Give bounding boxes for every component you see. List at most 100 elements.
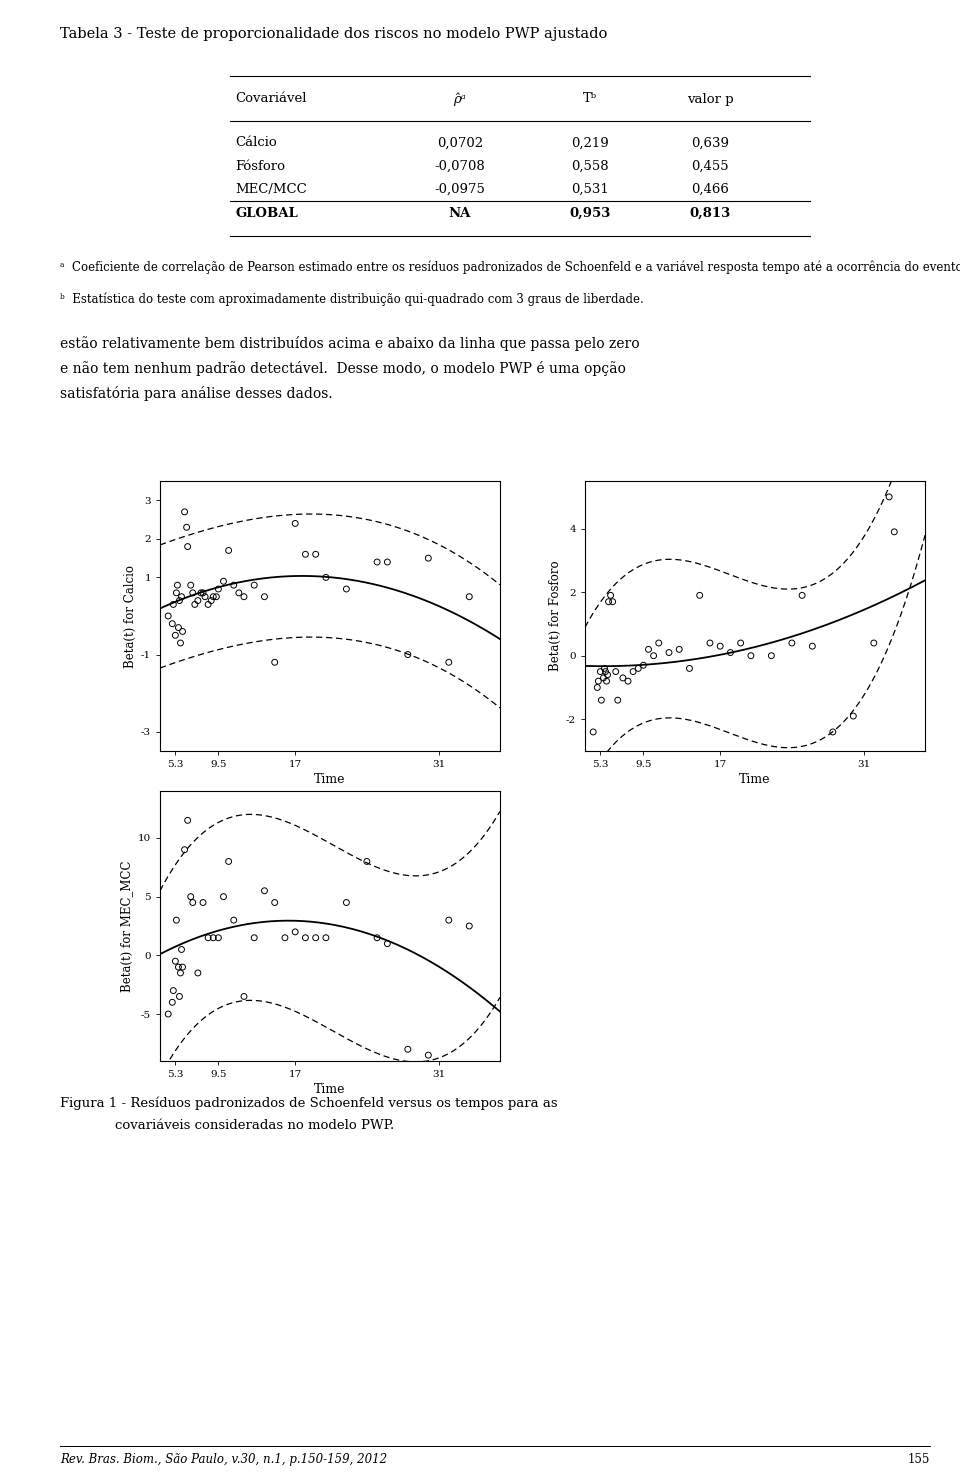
Point xyxy=(646,644,661,668)
Point xyxy=(441,908,456,932)
Text: Fósforo: Fósforo xyxy=(235,160,285,172)
Point xyxy=(605,589,620,613)
Point xyxy=(804,634,820,658)
Point xyxy=(177,838,192,862)
Point xyxy=(256,585,272,609)
Point xyxy=(187,592,203,616)
Point xyxy=(247,926,262,949)
Text: 0,953: 0,953 xyxy=(569,206,611,219)
X-axis label: Time: Time xyxy=(739,773,771,786)
Point xyxy=(183,884,199,908)
Point xyxy=(692,584,708,607)
Point xyxy=(277,926,293,949)
Point xyxy=(175,955,190,979)
Y-axis label: Beta(t) for Fosforo: Beta(t) for Fosforo xyxy=(549,561,562,671)
Text: 0,466: 0,466 xyxy=(691,182,729,195)
Point xyxy=(190,961,205,985)
Point xyxy=(651,631,666,655)
Point xyxy=(173,631,188,655)
Text: 0,639: 0,639 xyxy=(691,136,729,150)
Point xyxy=(826,720,841,743)
Text: covariáveis consideradas no modelo PWP.: covariáveis consideradas no modelo PWP. xyxy=(115,1120,395,1131)
Point xyxy=(703,631,718,655)
Point xyxy=(201,926,216,949)
Point xyxy=(171,616,186,640)
Point xyxy=(175,619,190,643)
Point xyxy=(164,991,180,1014)
Text: 0,219: 0,219 xyxy=(571,136,609,150)
Point xyxy=(174,585,189,609)
Point xyxy=(166,592,181,616)
Text: -0,0708: -0,0708 xyxy=(435,160,486,172)
Y-axis label: Beta(t) for MEC_MCC: Beta(t) for MEC_MCC xyxy=(121,860,133,992)
Point xyxy=(174,937,189,961)
Point xyxy=(611,689,626,712)
Point xyxy=(600,663,615,687)
Point xyxy=(204,589,219,613)
Point xyxy=(170,573,185,597)
Text: NA: NA xyxy=(449,206,471,219)
Text: 0,813: 0,813 xyxy=(689,206,731,219)
Point xyxy=(216,884,231,908)
Point xyxy=(171,955,186,979)
Point xyxy=(298,542,313,566)
Point xyxy=(420,546,436,570)
X-axis label: Time: Time xyxy=(314,1083,346,1096)
Point xyxy=(160,604,176,628)
X-axis label: Time: Time xyxy=(314,773,346,786)
Point xyxy=(881,486,897,509)
Text: Covariável: Covariável xyxy=(235,92,306,105)
Point xyxy=(216,569,231,592)
Point xyxy=(236,985,252,1009)
Point xyxy=(221,850,236,874)
Point xyxy=(201,592,216,616)
Text: 0,531: 0,531 xyxy=(571,182,609,195)
Text: valor p: valor p xyxy=(686,92,733,105)
Point xyxy=(596,666,612,690)
Point xyxy=(185,581,201,604)
Text: ᵃ  Coeficiente de correlação de Pearson estimado entre os resíduos padronizados : ᵃ Coeficiente de correlação de Pearson e… xyxy=(60,261,960,274)
Point xyxy=(256,878,272,902)
Point xyxy=(183,573,199,597)
Text: satisfatória para análise desses dados.: satisfatória para análise desses dados. xyxy=(60,387,332,401)
Point xyxy=(169,908,184,932)
Point xyxy=(400,643,416,666)
Point xyxy=(177,501,192,524)
Point xyxy=(226,908,241,932)
Text: estão relativamente bem distribuídos acima e abaixo da linha que passa pelo zero: estão relativamente bem distribuídos aci… xyxy=(60,336,639,351)
Point xyxy=(631,656,646,680)
Text: -0,0975: -0,0975 xyxy=(435,182,486,195)
Point xyxy=(661,641,677,665)
Point xyxy=(615,666,631,690)
Point xyxy=(599,669,614,693)
Point xyxy=(318,566,333,589)
Text: Tabela 3 - Teste de proporcionalidade dos riscos no modelo PWP ajustado: Tabela 3 - Teste de proporcionalidade do… xyxy=(60,27,608,41)
Text: 0,0702: 0,0702 xyxy=(437,136,483,150)
Point xyxy=(379,932,395,955)
Point xyxy=(226,573,241,597)
Point xyxy=(784,631,800,655)
Point xyxy=(205,585,221,609)
Point xyxy=(169,581,184,604)
Point xyxy=(370,926,385,949)
Point xyxy=(597,656,612,680)
Point xyxy=(339,890,354,914)
Point xyxy=(210,926,226,949)
Point xyxy=(287,511,302,535)
Point xyxy=(733,631,749,655)
Point xyxy=(185,890,201,914)
Point xyxy=(603,584,618,607)
Point xyxy=(236,585,252,609)
Point xyxy=(231,581,247,604)
Point xyxy=(160,1003,176,1026)
Point xyxy=(208,585,224,609)
Point xyxy=(193,581,208,604)
Point xyxy=(641,637,657,661)
Point xyxy=(593,689,609,712)
Point xyxy=(420,1043,436,1066)
Point xyxy=(764,644,780,668)
Point xyxy=(620,669,636,693)
Point xyxy=(172,985,187,1009)
Text: Figura 1 - Resíduos padronizados de Schoenfeld versus os tempos para as: Figura 1 - Resíduos padronizados de Scho… xyxy=(60,1096,558,1109)
Point xyxy=(195,581,210,604)
